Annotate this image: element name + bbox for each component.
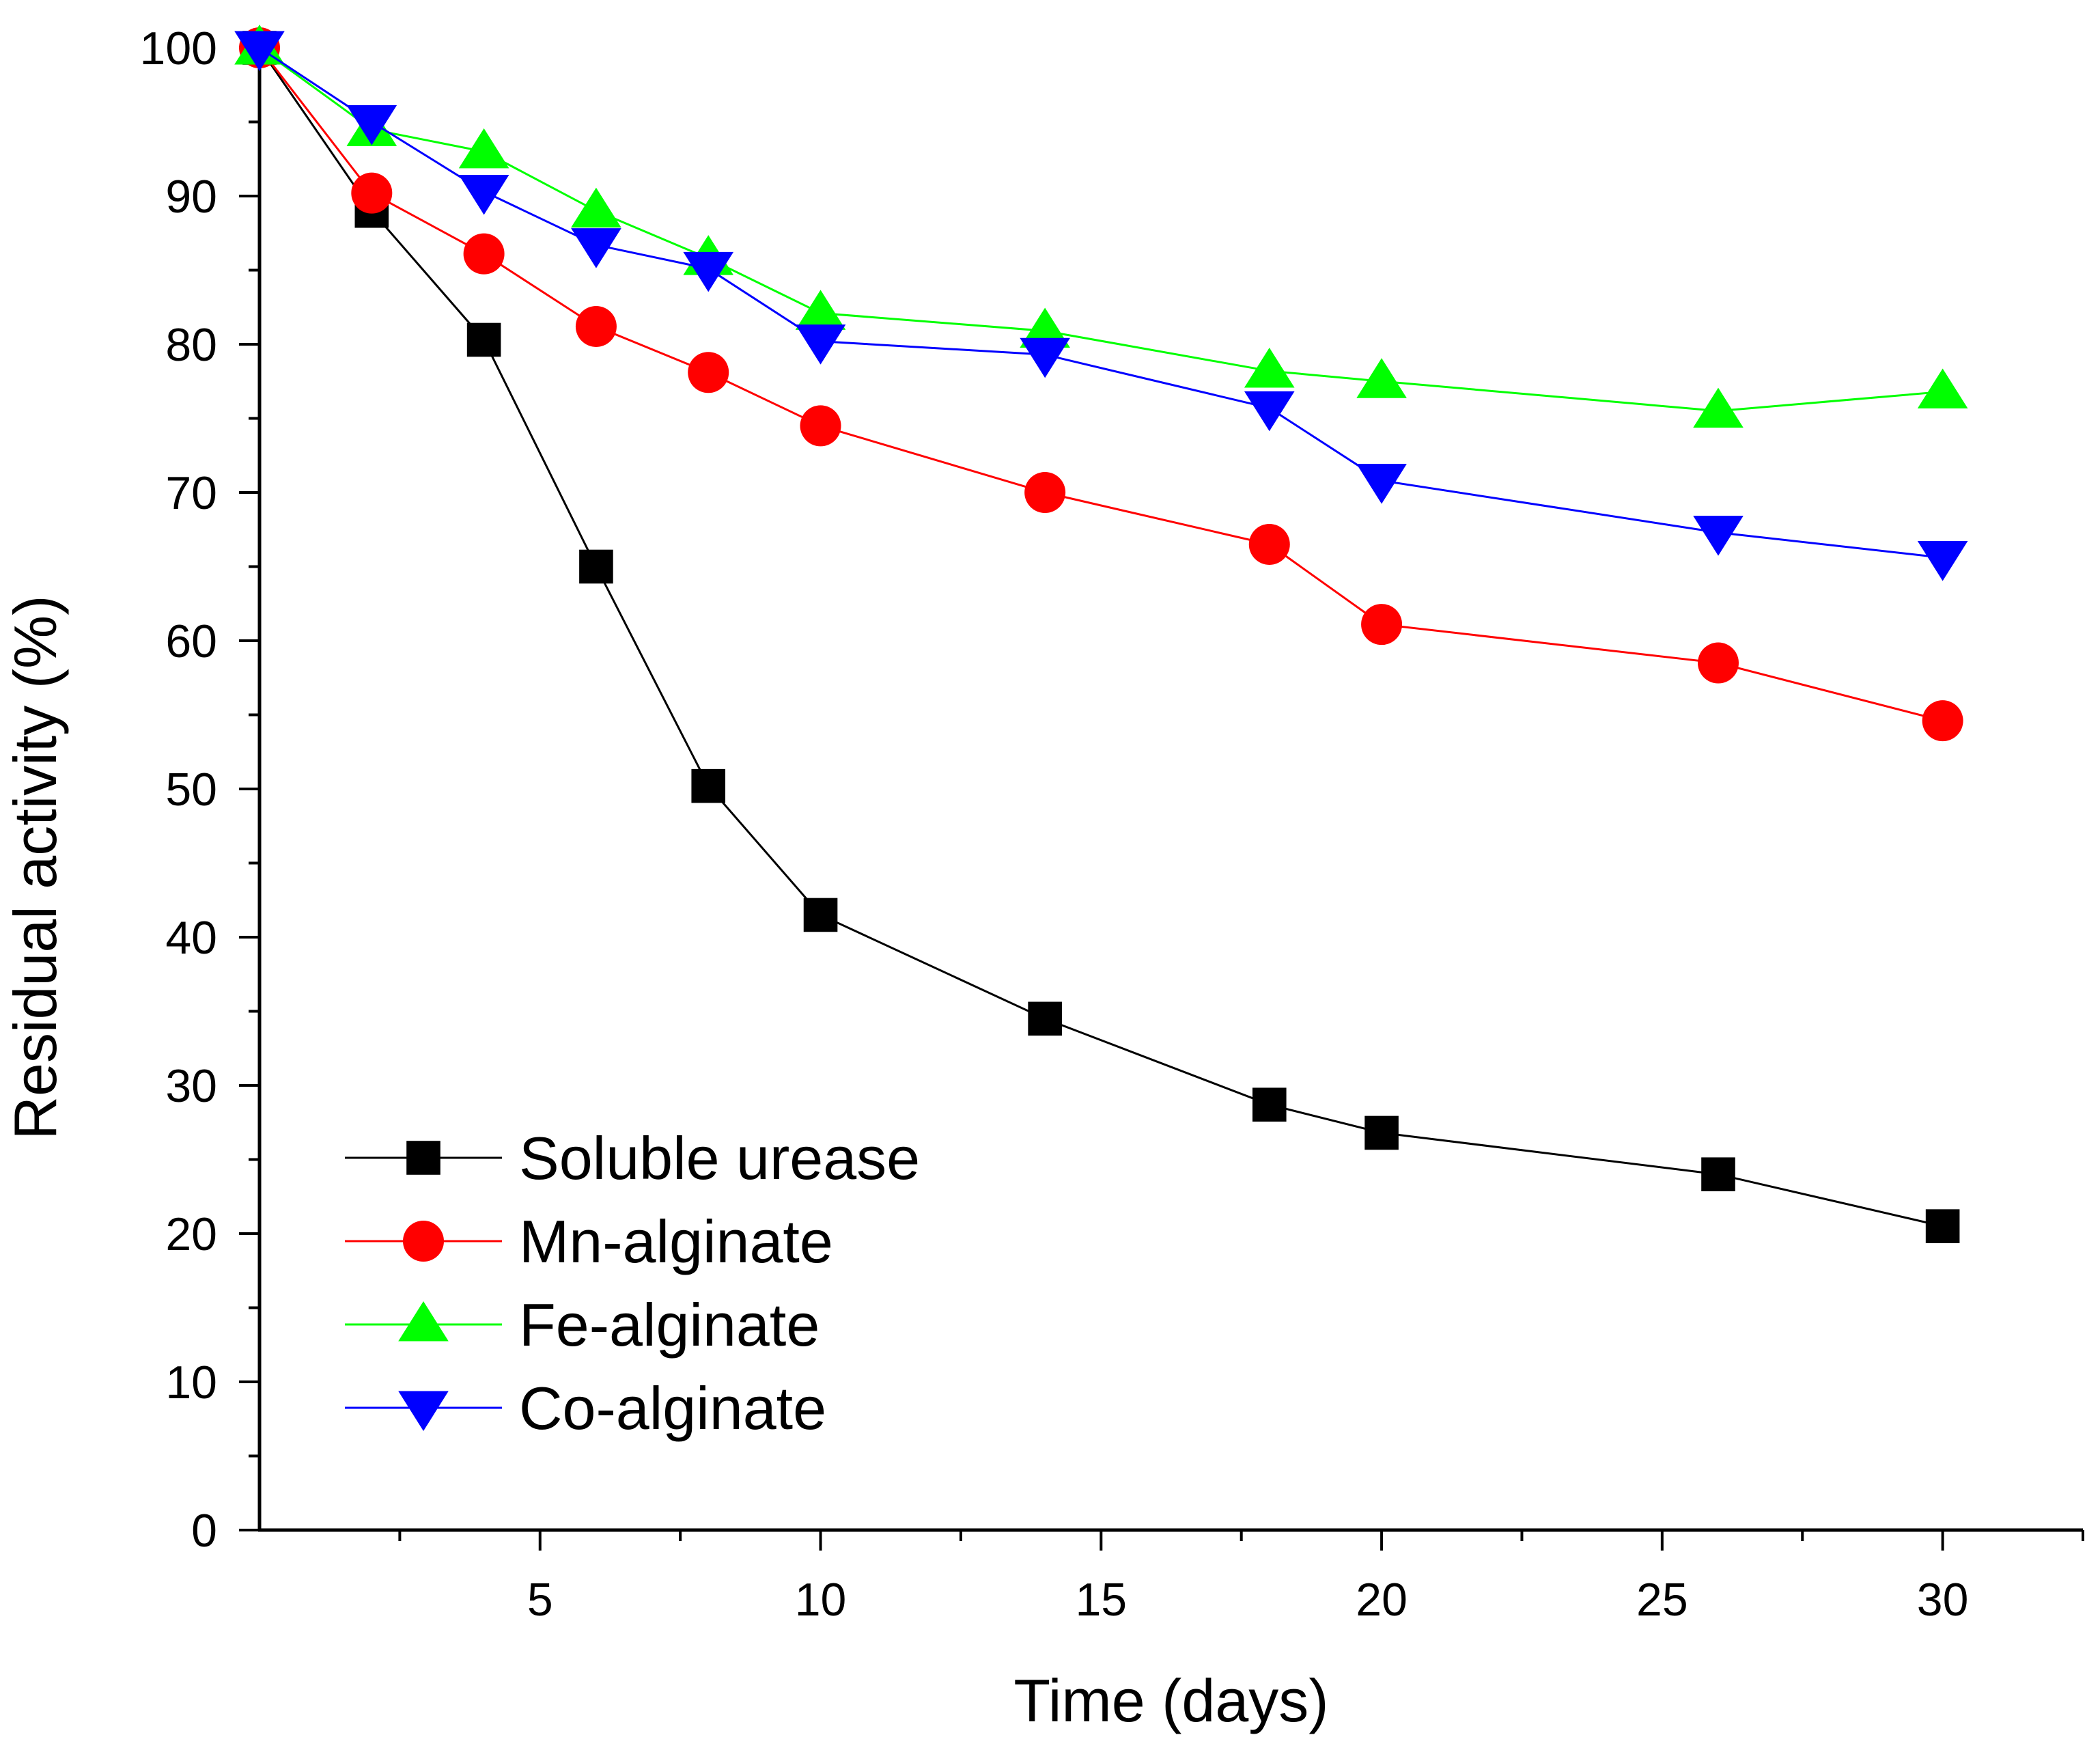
data-point — [466, 322, 501, 357]
legend-marker — [398, 1301, 449, 1342]
y-tick-label: 20 — [165, 1208, 217, 1260]
series-line — [258, 47, 1943, 722]
x-axis-title: Time (days) — [1013, 1667, 1328, 1734]
data-point — [795, 324, 846, 365]
data-point — [571, 228, 621, 268]
y-tick-label: 70 — [165, 467, 217, 519]
data-point — [458, 175, 509, 215]
legend-item: Co-alginate — [345, 1374, 826, 1442]
data-point — [1693, 387, 1744, 428]
legend: Soluble urease Mn-alginate Fe-alginate Co-a… — [345, 1124, 920, 1442]
legend-item: Fe-alginate — [345, 1291, 820, 1359]
legend-label: Fe-alginate — [519, 1291, 820, 1359]
y-tick-label: 0 — [191, 1505, 217, 1557]
data-point — [575, 305, 617, 347]
data-point — [1925, 1209, 1960, 1243]
data-point — [1361, 604, 1403, 645]
data-point — [1356, 358, 1407, 398]
data-point — [579, 549, 613, 584]
legend-label: Co-alginate — [519, 1374, 826, 1442]
data-point — [1922, 700, 1963, 742]
legend-item: Soluble urease — [345, 1124, 920, 1192]
data-point — [1020, 337, 1070, 378]
legend-marker — [403, 1221, 444, 1262]
data-point — [1917, 541, 1968, 581]
data-point — [463, 233, 505, 275]
data-point — [346, 105, 397, 145]
x-tick-label: 10 — [795, 1574, 847, 1626]
legend-label: Soluble urease — [519, 1124, 920, 1192]
data-point — [688, 352, 729, 393]
data-point — [683, 251, 734, 292]
legend-label: Mn-alginate — [519, 1208, 833, 1275]
legend-item: Mn-alginate — [345, 1208, 833, 1275]
data-point — [803, 898, 838, 932]
data-point — [1364, 1115, 1399, 1150]
data-point — [1020, 307, 1070, 348]
data-point — [1244, 391, 1295, 432]
x-tick-label: 30 — [1917, 1574, 1969, 1626]
legend-marker — [398, 1391, 449, 1431]
data-point — [1917, 368, 1968, 408]
data-point — [1701, 1157, 1735, 1191]
data-point — [1693, 516, 1744, 556]
y-tick-label: 50 — [165, 764, 217, 816]
data-point — [234, 31, 285, 71]
series-line — [258, 47, 1943, 1227]
data-point — [1248, 523, 1290, 565]
axes: 0 10 20 30 40 50 60 70 80 90 100 5 10 15 20 25 30 — [140, 23, 2084, 1626]
legend-marker — [406, 1141, 440, 1175]
data-point — [571, 187, 621, 228]
y-tick-label: 10 — [165, 1357, 217, 1408]
data-point — [800, 405, 841, 447]
data-point — [795, 290, 846, 330]
data-point — [1244, 348, 1295, 388]
data-point — [1028, 1001, 1062, 1036]
series-plot-area — [234, 25, 1968, 1243]
data-point — [691, 768, 726, 803]
data-point — [1356, 464, 1407, 504]
x-tick-label: 5 — [527, 1574, 553, 1626]
data-point — [1024, 472, 1066, 513]
x-tick-label: 15 — [1075, 1574, 1127, 1626]
data-point — [351, 172, 393, 214]
y-tick-label: 90 — [165, 171, 217, 223]
series-co-alginate — [234, 31, 1968, 581]
series-mn-alginate — [239, 27, 1963, 742]
data-point — [1252, 1087, 1287, 1122]
data-point — [458, 128, 509, 169]
y-tick-label: 30 — [165, 1060, 217, 1112]
y-tick-label: 40 — [165, 912, 217, 964]
y-tick-label: 100 — [140, 23, 217, 74]
series-soluble-urease — [242, 31, 1960, 1243]
y-tick-label: 80 — [165, 319, 217, 371]
y-axis-title: Residual activity (%) — [1, 595, 69, 1139]
series-line — [259, 46, 1943, 559]
x-tick-label: 20 — [1356, 1574, 1408, 1626]
x-tick-label: 25 — [1636, 1574, 1688, 1626]
series-line — [259, 46, 1943, 413]
y-tick-label: 60 — [165, 615, 217, 667]
data-point — [1698, 642, 1739, 684]
